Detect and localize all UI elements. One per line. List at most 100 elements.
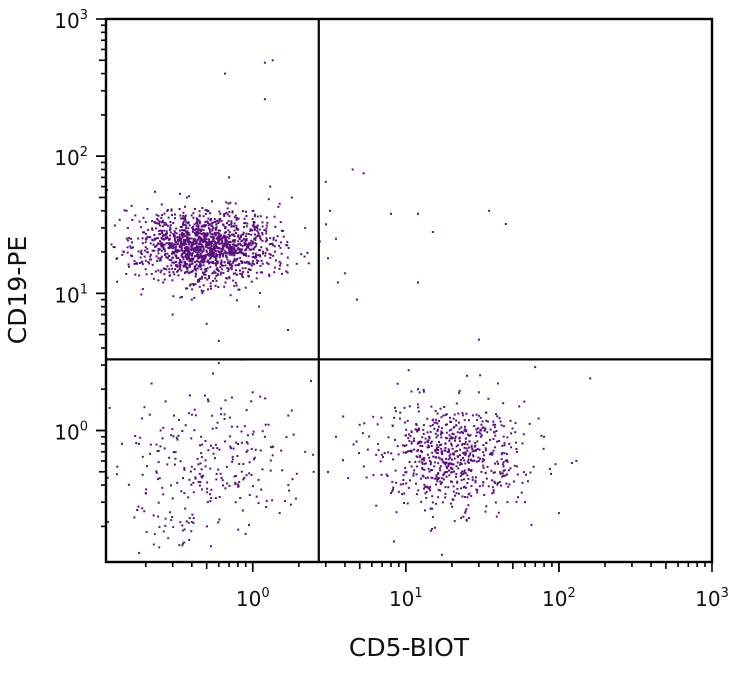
data-point: [213, 457, 216, 460]
data-point: [173, 236, 176, 239]
data-point: [470, 444, 473, 447]
data-point: [178, 208, 181, 210]
data-point: [167, 216, 170, 219]
data-point: [223, 249, 226, 252]
data-point: [144, 268, 147, 271]
data-point: [206, 398, 209, 401]
data-point: [403, 502, 405, 504]
data-point: [157, 252, 160, 255]
data-point: [497, 511, 500, 514]
data-point: [205, 238, 208, 241]
data-point: [439, 469, 442, 472]
data-point: [223, 285, 226, 288]
data-point: [443, 449, 446, 452]
data-point: [202, 284, 205, 287]
data-point: [218, 218, 221, 221]
data-point: [410, 431, 413, 434]
data-point: [204, 213, 207, 215]
data-point: [137, 505, 140, 508]
data-point: [172, 451, 175, 453]
data-point: [342, 415, 345, 418]
data-point: [176, 236, 179, 239]
data-point: [163, 248, 166, 251]
data-point: [492, 420, 495, 423]
data-point: [131, 241, 133, 244]
data-point: [463, 446, 466, 449]
data-point: [210, 497, 213, 500]
data-point: [177, 243, 179, 246]
data-point: [199, 462, 202, 465]
data-point: [503, 452, 506, 455]
data-point: [463, 469, 466, 472]
data-point: [241, 251, 244, 254]
data-point: [396, 382, 399, 385]
data-point: [479, 374, 482, 377]
data-point: [209, 545, 212, 548]
data-point: [235, 284, 238, 287]
data-point: [219, 251, 222, 254]
data-point: [204, 440, 207, 442]
data-point: [172, 435, 175, 438]
data-point: [251, 241, 254, 244]
data-point: [228, 224, 231, 226]
data-point: [185, 254, 188, 257]
data-point: [467, 504, 470, 507]
data-point: [437, 446, 440, 449]
data-point: [183, 528, 186, 531]
data-point: [196, 457, 199, 460]
data-point: [180, 225, 183, 228]
data-point: [200, 225, 203, 228]
data-point: [215, 260, 218, 263]
data-point: [233, 247, 236, 250]
data-point: [499, 420, 502, 423]
data-point: [254, 256, 256, 259]
data-point: [215, 264, 218, 267]
data-point: [197, 279, 199, 282]
data-point: [329, 209, 332, 212]
data-point: [413, 448, 416, 451]
data-point: [154, 245, 157, 248]
data-point: [470, 468, 473, 471]
data-point: [218, 496, 221, 498]
data-point: [226, 236, 229, 239]
data-point: [179, 214, 182, 217]
data-point: [113, 246, 116, 249]
data-point: [463, 419, 466, 422]
data-point: [487, 397, 490, 400]
data-point: [190, 298, 193, 301]
data-point: [407, 369, 410, 372]
data-point: [444, 423, 447, 426]
data-point: [146, 251, 149, 254]
data-point: [415, 455, 418, 458]
data-point: [239, 272, 242, 275]
data-point: [194, 477, 197, 480]
data-point: [448, 439, 451, 442]
data-point: [465, 447, 468, 450]
data-point: [175, 245, 177, 248]
data-point: [164, 222, 167, 225]
data-point: [172, 526, 175, 529]
data-point: [438, 441, 440, 443]
data-point: [144, 492, 147, 494]
data-point: [404, 466, 407, 469]
data-point: [164, 236, 167, 239]
data-point: [440, 458, 443, 461]
data-point: [198, 472, 201, 475]
data-point: [246, 434, 249, 437]
data-point: [521, 442, 524, 445]
data-point: [108, 406, 111, 409]
data-point: [493, 426, 496, 429]
data-point: [227, 220, 230, 223]
data-point: [182, 242, 184, 245]
data-point: [425, 490, 428, 493]
data-point: [343, 272, 346, 275]
data-point: [215, 241, 218, 244]
data-point: [447, 465, 450, 468]
data-point: [149, 258, 151, 261]
data-point: [418, 440, 421, 443]
data-point: [202, 246, 205, 249]
data-point: [195, 242, 198, 245]
data-point: [220, 476, 223, 479]
data-point: [447, 448, 450, 451]
data-point: [483, 454, 486, 457]
